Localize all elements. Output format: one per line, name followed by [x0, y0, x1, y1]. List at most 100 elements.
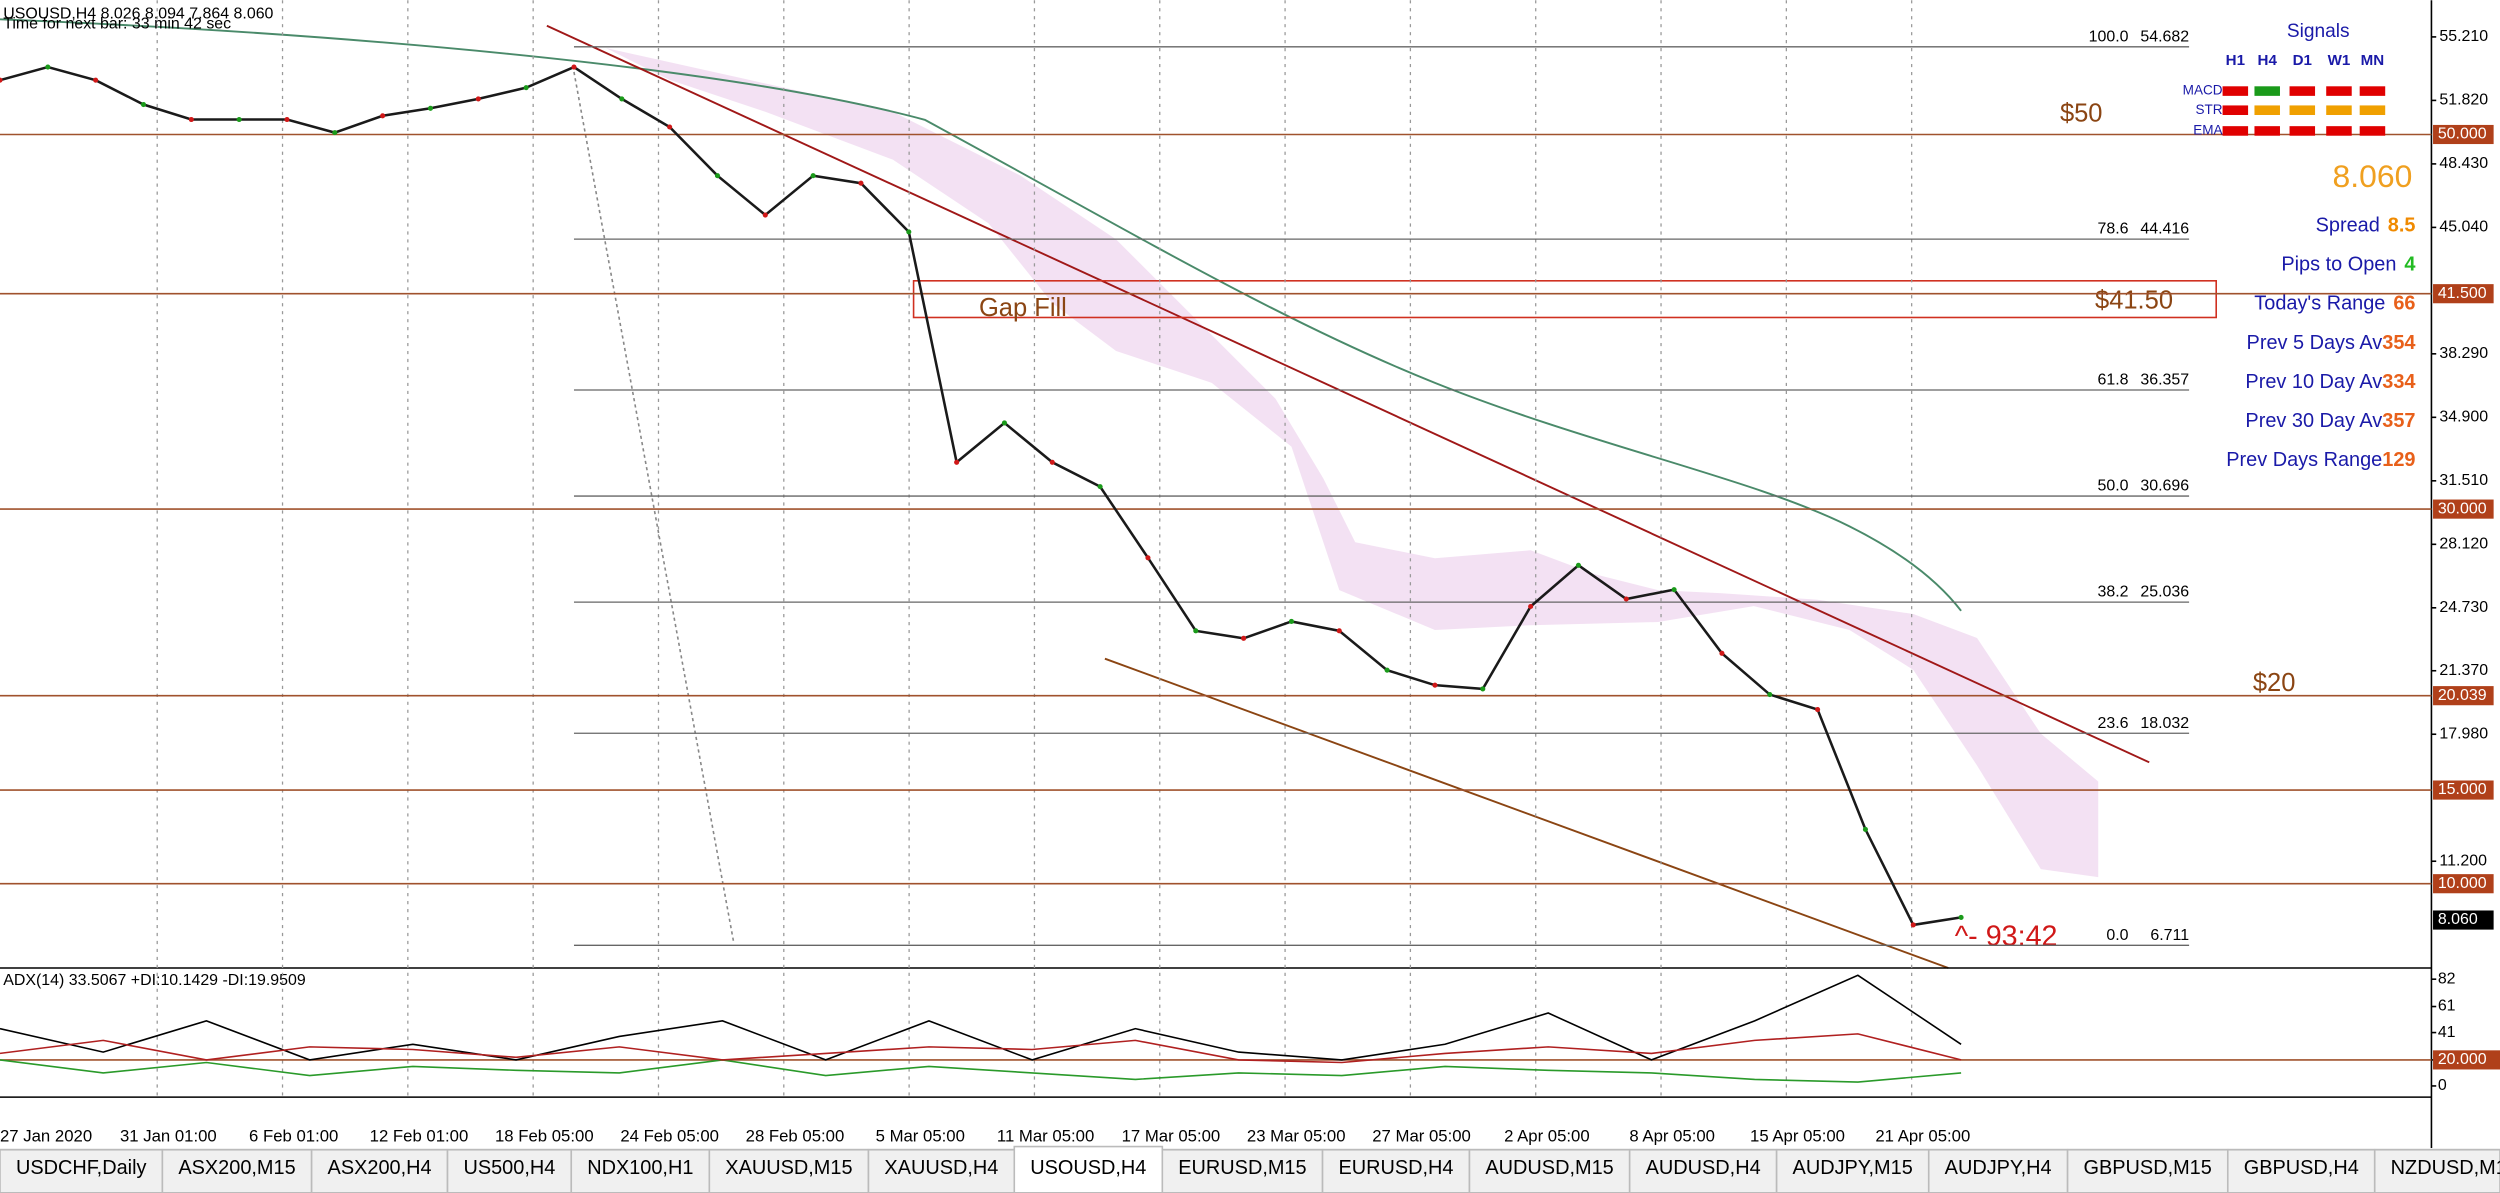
signal-cell [2289, 126, 2316, 136]
signals-title: Signals [2287, 21, 2350, 42]
price-point [0, 77, 3, 83]
date-label: 28 Feb 05:00 [746, 1126, 845, 1145]
tab-background[interactable] [1161, 1148, 1324, 1193]
price-point [1241, 635, 1247, 641]
tab[interactable]: GBPUSD,H4 [2226, 1148, 2376, 1193]
tab-label[interactable]: ASX200,H4 [328, 1157, 432, 1179]
signal-cell [2359, 126, 2386, 136]
fib-price: 18.032 [2140, 715, 2189, 732]
price-point [1575, 562, 1581, 568]
price-point [906, 229, 912, 235]
fib-ratio: 23.6 [2097, 715, 2128, 732]
tab-label[interactable]: XAUUSD,H4 [884, 1157, 998, 1179]
tab[interactable]: NDX100,H1 [570, 1148, 711, 1193]
signal-row: EMA [2193, 123, 2223, 138]
tab-label[interactable]: EURUSD,M15 [1178, 1157, 1306, 1179]
tab[interactable]: EURUSD,M15 [1161, 1148, 1324, 1193]
price-point [1097, 484, 1103, 490]
price-tick-label: 38.290 [2439, 345, 2488, 362]
price-tick-label: 34.900 [2439, 409, 2488, 426]
fib-ratio: 100.0 [2089, 28, 2129, 45]
tab-label[interactable]: USOUSD,H4 [1030, 1157, 1146, 1179]
price-line [0, 65, 1962, 927]
tab-background[interactable] [1775, 1148, 1930, 1193]
tab-background[interactable] [867, 1148, 1016, 1193]
annotation: $50 [2060, 100, 2103, 128]
tab[interactable]: ASX200,M15 [161, 1148, 313, 1193]
tab[interactable]: GBPUSD,M15 [2066, 1148, 2229, 1193]
fib-ratio: 61.8 [2097, 372, 2128, 389]
tab-label[interactable]: ASX200,M15 [178, 1157, 295, 1179]
tab-label[interactable]: USDCHF,Daily [16, 1157, 147, 1179]
tab-label[interactable]: AUDUSD,H4 [1646, 1157, 1761, 1179]
trend-line [573, 71, 735, 942]
tab-label[interactable]: NDX100,H1 [587, 1157, 693, 1179]
date-label: 21 Apr 05:00 [1875, 1126, 1970, 1145]
tab-label[interactable]: US500,H4 [463, 1157, 555, 1179]
tab-background[interactable] [570, 1148, 711, 1193]
tab-label[interactable]: AUDUSD,M15 [1485, 1157, 1613, 1179]
tab-background[interactable] [310, 1148, 449, 1193]
tab-label[interactable]: AUDJPY,H4 [1945, 1157, 2052, 1179]
tab[interactable]: USDCHF,Daily [0, 1148, 164, 1193]
info-label: Prev 10 Day Av [2245, 371, 2382, 393]
price-point [1432, 682, 1438, 688]
fib-ratio: 50.0 [2097, 478, 2128, 495]
price-point [1767, 691, 1773, 698]
tab-label[interactable]: EURUSD,H4 [1338, 1157, 1453, 1179]
info-line: Pips to Open 4 [2281, 254, 2415, 276]
tab[interactable]: AUDUSD,M15 [1468, 1148, 1631, 1193]
price-level-label: 10.000 [2438, 875, 2487, 892]
info-value: 66 [2393, 293, 2415, 315]
signal-cell [2326, 126, 2352, 136]
signal-column: H4 [2258, 52, 2278, 69]
tab[interactable]: AUDJPY,M15 [1775, 1148, 1930, 1193]
tab-label[interactable]: AUDJPY,M15 [1793, 1157, 1913, 1179]
price-level-box [2433, 874, 2494, 894]
signal-cell [2222, 126, 2249, 136]
tab-background[interactable] [1468, 1148, 1631, 1193]
tab-background[interactable] [1927, 1148, 2069, 1193]
tab[interactable]: AUDUSD,H4 [1628, 1148, 1778, 1193]
tab-label[interactable]: GBPUSD,M15 [2084, 1157, 2212, 1179]
price-point [140, 101, 147, 108]
info-label: Prev Days Range [2226, 449, 2382, 471]
price-point [1528, 603, 1534, 610]
price-point [1719, 650, 1725, 656]
signal-cell [2326, 86, 2352, 96]
price-level-box [2433, 124, 2494, 145]
tab-background[interactable] [1321, 1148, 1471, 1193]
current-price-box [2433, 910, 2494, 930]
date-label: 17 Mar 05:00 [1122, 1126, 1221, 1145]
tab[interactable]: XAUUSD,M15 [708, 1148, 870, 1193]
signal-column: H1 [2226, 52, 2245, 69]
fib-price: 54.682 [2140, 28, 2189, 45]
info-value: 354 [2382, 332, 2415, 354]
price-point [858, 180, 864, 186]
tab[interactable]: ASX200,H4 [310, 1148, 449, 1193]
info-value: 8.5 [2388, 215, 2416, 237]
price-point [475, 96, 481, 102]
tab[interactable]: XAUUSD,H4 [867, 1148, 1016, 1193]
signal-column: D1 [2293, 52, 2312, 69]
info-label: Today's Range [2254, 293, 2385, 315]
annotation: Gap Fill [979, 294, 1067, 322]
price-point [1288, 618, 1295, 625]
tab-background[interactable] [1628, 1148, 1778, 1193]
signal-cell [2254, 126, 2280, 136]
tab-label[interactable]: GBPUSD,H4 [2244, 1157, 2359, 1179]
tab[interactable]: NZDUSD,M15 [2373, 1148, 2500, 1193]
tab-label[interactable]: XAUUSD,M15 [725, 1157, 852, 1179]
tab[interactable]: US500,H4 [446, 1148, 573, 1193]
tab-label[interactable]: NZDUSD,M15 [2391, 1157, 2500, 1179]
tab-background[interactable] [446, 1148, 573, 1193]
tab[interactable]: AUDJPY,H4 [1927, 1148, 2069, 1193]
price-point [1623, 596, 1629, 602]
info-line: Spread 8.5 [2316, 215, 2416, 237]
price-point [284, 116, 290, 123]
tab[interactable]: USOUSD,H4 [1013, 1145, 1164, 1193]
price-point [236, 116, 242, 123]
date-label: 18 Feb 05:00 [495, 1126, 594, 1145]
tab[interactable]: EURUSD,H4 [1321, 1148, 1471, 1193]
